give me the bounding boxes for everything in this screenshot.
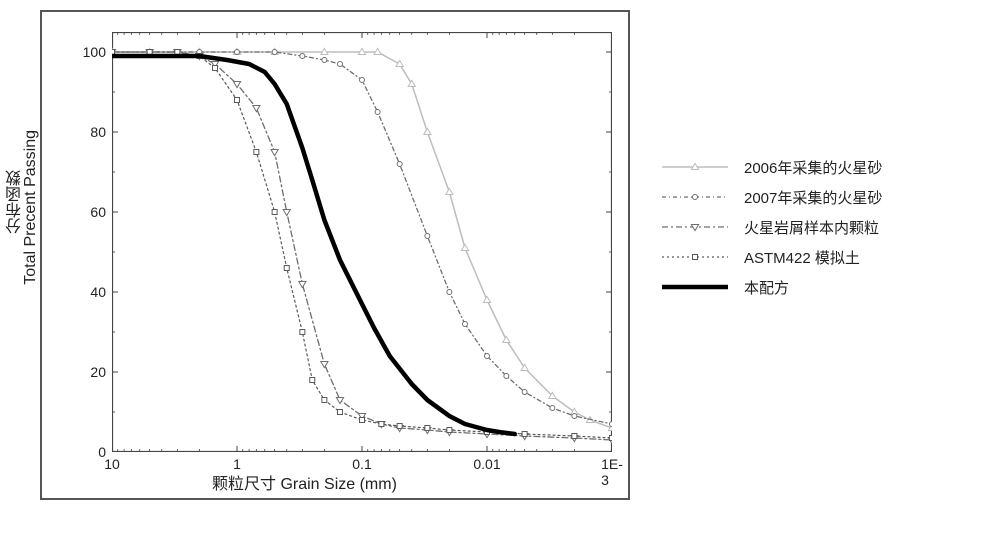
y-tick-label: 100: [76, 44, 106, 60]
legend-row-astm422: ASTM422 模拟土: [660, 244, 882, 270]
legend-swatch: [660, 247, 730, 267]
y-tick-label: 60: [76, 204, 106, 220]
legend-label: ASTM422 模拟土: [744, 247, 860, 268]
x-tick-label: 1E-3: [601, 456, 623, 488]
legend-row-mars_2006: 2006年采集的火星砂: [660, 154, 882, 180]
x-tick-label: 0.01: [473, 456, 500, 472]
plot-frame: 020406080100 1010.10.011E-3 颗粒尺寸 Grain S…: [40, 10, 630, 500]
legend-swatch: [660, 217, 730, 237]
legend-label: 本配方: [744, 277, 789, 298]
legend-label: 火星岩屑样本内颗粒: [744, 217, 879, 238]
legend: 2006年采集的火星砂 2007年采集的火星砂火星岩屑样本内颗粒 ASTM422 模…: [660, 150, 882, 304]
y-tick-label: 20: [76, 364, 106, 380]
legend-row-mars_debris: 火星岩屑样本内颗粒: [660, 214, 882, 240]
y-axis-title-en: Total Precent Passing: [22, 130, 40, 285]
legend-row-mars_2007: 2007年采集的火星砂: [660, 184, 882, 210]
chart-svg: [112, 32, 612, 452]
legend-swatch: [660, 157, 730, 177]
legend-label: 2007年采集的火星砂: [744, 187, 882, 208]
y-tick-label: 40: [76, 284, 106, 300]
legend-row-this_formula: 本配方: [660, 274, 882, 300]
y-tick-label: 0: [76, 444, 106, 460]
x-tick-label: 10: [104, 456, 120, 472]
legend-swatch: [660, 277, 730, 297]
plot-area: [112, 32, 612, 452]
y-tick-label: 80: [76, 124, 106, 140]
legend-label: 2006年采集的火星砂: [744, 157, 882, 178]
page-root: 020406080100 1010.10.011E-3 颗粒尺寸 Grain S…: [0, 0, 1000, 538]
legend-swatch: [660, 187, 730, 207]
x-axis-title: 颗粒尺寸 Grain Size (mm): [212, 470, 397, 494]
